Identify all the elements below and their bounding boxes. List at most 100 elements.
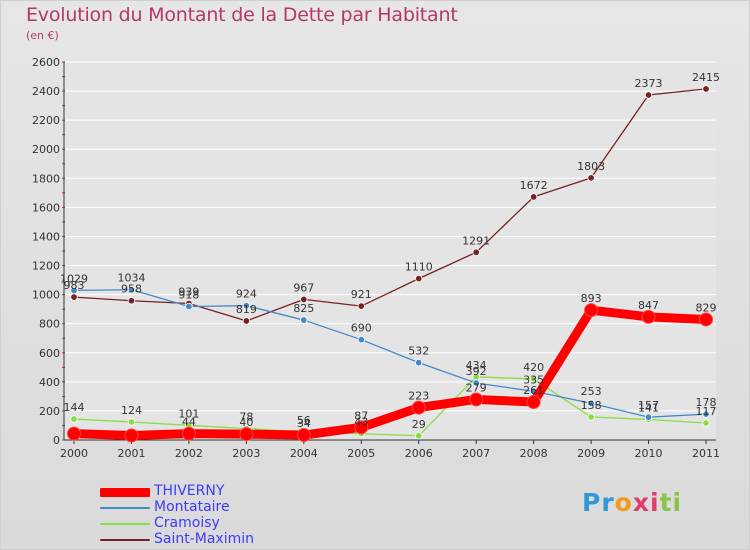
data-point <box>127 297 136 305</box>
data-point <box>529 375 538 383</box>
data-point <box>526 395 541 410</box>
data-point <box>300 295 308 304</box>
legend-label-thiverny: THIVERNY <box>154 483 225 499</box>
data-point <box>181 426 196 441</box>
x-tick-label: 2010 <box>635 447 663 460</box>
legend-label-cramoisy: Cramoisy <box>154 515 220 531</box>
data-point <box>702 410 710 418</box>
data-label: 261 <box>523 384 544 397</box>
data-point <box>357 335 365 344</box>
data-point <box>411 400 426 415</box>
data-point <box>472 379 480 387</box>
y-tick-label: 1000 <box>32 289 60 302</box>
data-label: 847 <box>638 299 659 312</box>
data-label: 939 <box>178 285 199 298</box>
data-label: 43 <box>354 416 368 429</box>
legend-item-thiverny[interactable]: THIVERNY <box>100 483 360 500</box>
x-tick-label: 2001 <box>117 447 145 460</box>
data-point <box>587 174 595 182</box>
y-tick-label: 0 <box>53 434 60 447</box>
data-point <box>415 358 423 367</box>
data-label: 1803 <box>577 160 605 173</box>
data-point <box>239 427 254 442</box>
y-tick-label: 800 <box>39 318 60 331</box>
data-point <box>300 316 308 324</box>
data-label: 2373 <box>635 77 663 90</box>
data-point <box>127 285 136 294</box>
data-label: 392 <box>466 365 487 378</box>
y-tick-label: 1800 <box>32 172 60 185</box>
data-point <box>702 419 710 427</box>
data-label: 1029 <box>60 272 88 285</box>
data-point <box>469 392 484 407</box>
data-label: 1672 <box>520 179 548 192</box>
data-point <box>644 91 653 99</box>
data-label: 819 <box>236 303 257 316</box>
y-tick-label: 1400 <box>32 230 60 243</box>
legend-item-saint-maximin[interactable]: Saint-Maximin <box>100 531 360 548</box>
data-label: 1291 <box>462 234 490 247</box>
data-label: 2415 <box>692 71 720 84</box>
data-label: 279 <box>466 381 487 394</box>
data-label: 29 <box>412 418 426 431</box>
data-label: 78 <box>239 411 253 424</box>
data-point <box>124 428 139 443</box>
x-tick-label: 2003 <box>232 447 260 460</box>
legend-swatch-cramoisy <box>100 523 150 525</box>
data-label: 921 <box>351 288 372 301</box>
x-tick-label: 2002 <box>175 447 203 460</box>
logo-letter: x <box>632 488 650 517</box>
logo-letter: o <box>614 488 633 517</box>
data-label: 420 <box>523 361 544 374</box>
logo-letter: r <box>601 488 615 517</box>
data-label: 690 <box>351 322 372 335</box>
data-point <box>641 309 656 324</box>
logo-letter: t <box>659 488 673 517</box>
data-label: 829 <box>696 301 717 314</box>
data-label: 223 <box>408 390 429 403</box>
series-line-cramoisy <box>73 376 707 437</box>
y-tick-label: 1600 <box>32 201 60 214</box>
y-tick-label: 1200 <box>32 260 60 273</box>
data-point <box>472 248 480 257</box>
data-label: 1034 <box>117 272 145 285</box>
data-label: 918 <box>178 289 199 302</box>
data-label: 958 <box>121 283 142 296</box>
y-tick-label: 2600 <box>32 56 60 69</box>
data-point <box>185 302 193 311</box>
proxiti-logo: Proxiti <box>582 488 682 517</box>
data-label: 825 <box>293 302 314 315</box>
data-point <box>415 432 423 440</box>
legend-item-montataire[interactable]: Montataire <box>100 499 360 516</box>
series-line-thiverny <box>69 305 711 440</box>
data-point <box>70 415 78 423</box>
data-label: 44 <box>182 416 196 429</box>
data-label: 141 <box>638 402 659 415</box>
data-point <box>296 428 311 443</box>
plot-area <box>64 62 716 440</box>
legend-swatch-montataire <box>100 507 150 509</box>
data-point <box>587 413 595 421</box>
y-tick-label: 2000 <box>32 143 60 156</box>
legend-swatch-thiverny <box>100 488 150 497</box>
data-point <box>415 274 423 283</box>
x-tick-label: 2011 <box>692 447 720 460</box>
x-tick-label: 2009 <box>577 447 605 460</box>
logo-letter: P <box>582 488 602 517</box>
data-label: 893 <box>581 292 602 305</box>
x-tick-label: 2000 <box>60 447 88 460</box>
data-label: 253 <box>581 385 602 398</box>
data-label: 924 <box>236 288 257 301</box>
chart-title: Evolution du Montant de la Dette par Hab… <box>26 4 458 26</box>
data-point <box>354 420 369 435</box>
data-label: 967 <box>293 281 314 294</box>
x-tick-label: 2005 <box>347 447 375 460</box>
y-tick-label: 200 <box>39 405 60 418</box>
data-label: 178 <box>696 396 717 409</box>
data-label: 157 <box>638 399 659 412</box>
data-point <box>587 399 595 407</box>
data-point <box>70 286 78 295</box>
legend-item-cramoisy[interactable]: Cramoisy <box>100 515 360 532</box>
x-tick-label: 2008 <box>520 447 548 460</box>
